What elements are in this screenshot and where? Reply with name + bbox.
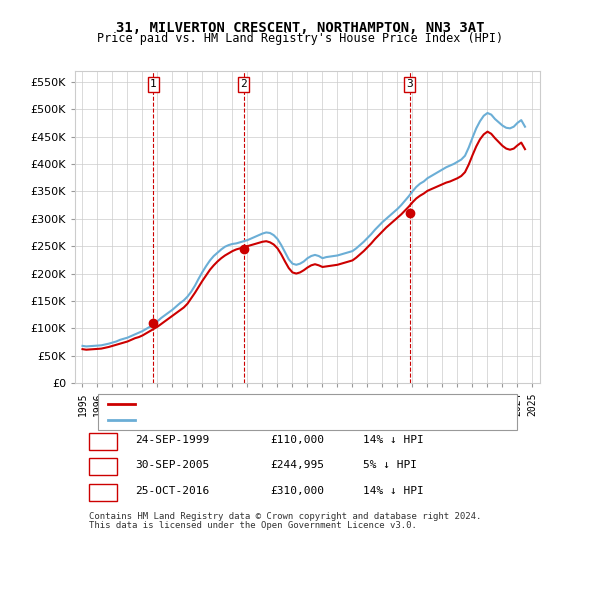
Text: 25-OCT-2016: 25-OCT-2016	[136, 486, 210, 496]
Text: £244,995: £244,995	[270, 460, 324, 470]
FancyBboxPatch shape	[89, 484, 117, 501]
Text: Price paid vs. HM Land Registry's House Price Index (HPI): Price paid vs. HM Land Registry's House …	[97, 32, 503, 45]
Text: 14% ↓ HPI: 14% ↓ HPI	[364, 486, 424, 496]
FancyBboxPatch shape	[89, 433, 117, 450]
Text: This data is licensed under the Open Government Licence v3.0.: This data is licensed under the Open Gov…	[89, 520, 417, 530]
Text: 5% ↓ HPI: 5% ↓ HPI	[364, 460, 418, 470]
Text: HPI: Average price, detached house, West Northamptonshire: HPI: Average price, detached house, West…	[145, 415, 479, 425]
Text: 31, MILVERTON CRESCENT, NORTHAMPTON, NN3 3AT: 31, MILVERTON CRESCENT, NORTHAMPTON, NN3…	[116, 21, 484, 35]
FancyBboxPatch shape	[89, 458, 117, 476]
Text: 3: 3	[406, 80, 413, 90]
Text: Contains HM Land Registry data © Crown copyright and database right 2024.: Contains HM Land Registry data © Crown c…	[89, 512, 481, 521]
Text: 2: 2	[100, 460, 106, 470]
Text: 2: 2	[241, 80, 247, 90]
Text: 24-SEP-1999: 24-SEP-1999	[136, 435, 210, 445]
Text: 31, MILVERTON CRESCENT, NORTHAMPTON, NN3 3AT (detached house): 31, MILVERTON CRESCENT, NORTHAMPTON, NN3…	[145, 399, 503, 409]
Text: £310,000: £310,000	[270, 486, 324, 496]
Text: 1: 1	[100, 435, 106, 445]
Text: 1: 1	[150, 80, 157, 90]
Text: 3: 3	[100, 486, 106, 496]
Text: 30-SEP-2005: 30-SEP-2005	[136, 460, 210, 470]
Text: 14% ↓ HPI: 14% ↓ HPI	[364, 435, 424, 445]
FancyBboxPatch shape	[98, 395, 517, 430]
Text: £110,000: £110,000	[270, 435, 324, 445]
